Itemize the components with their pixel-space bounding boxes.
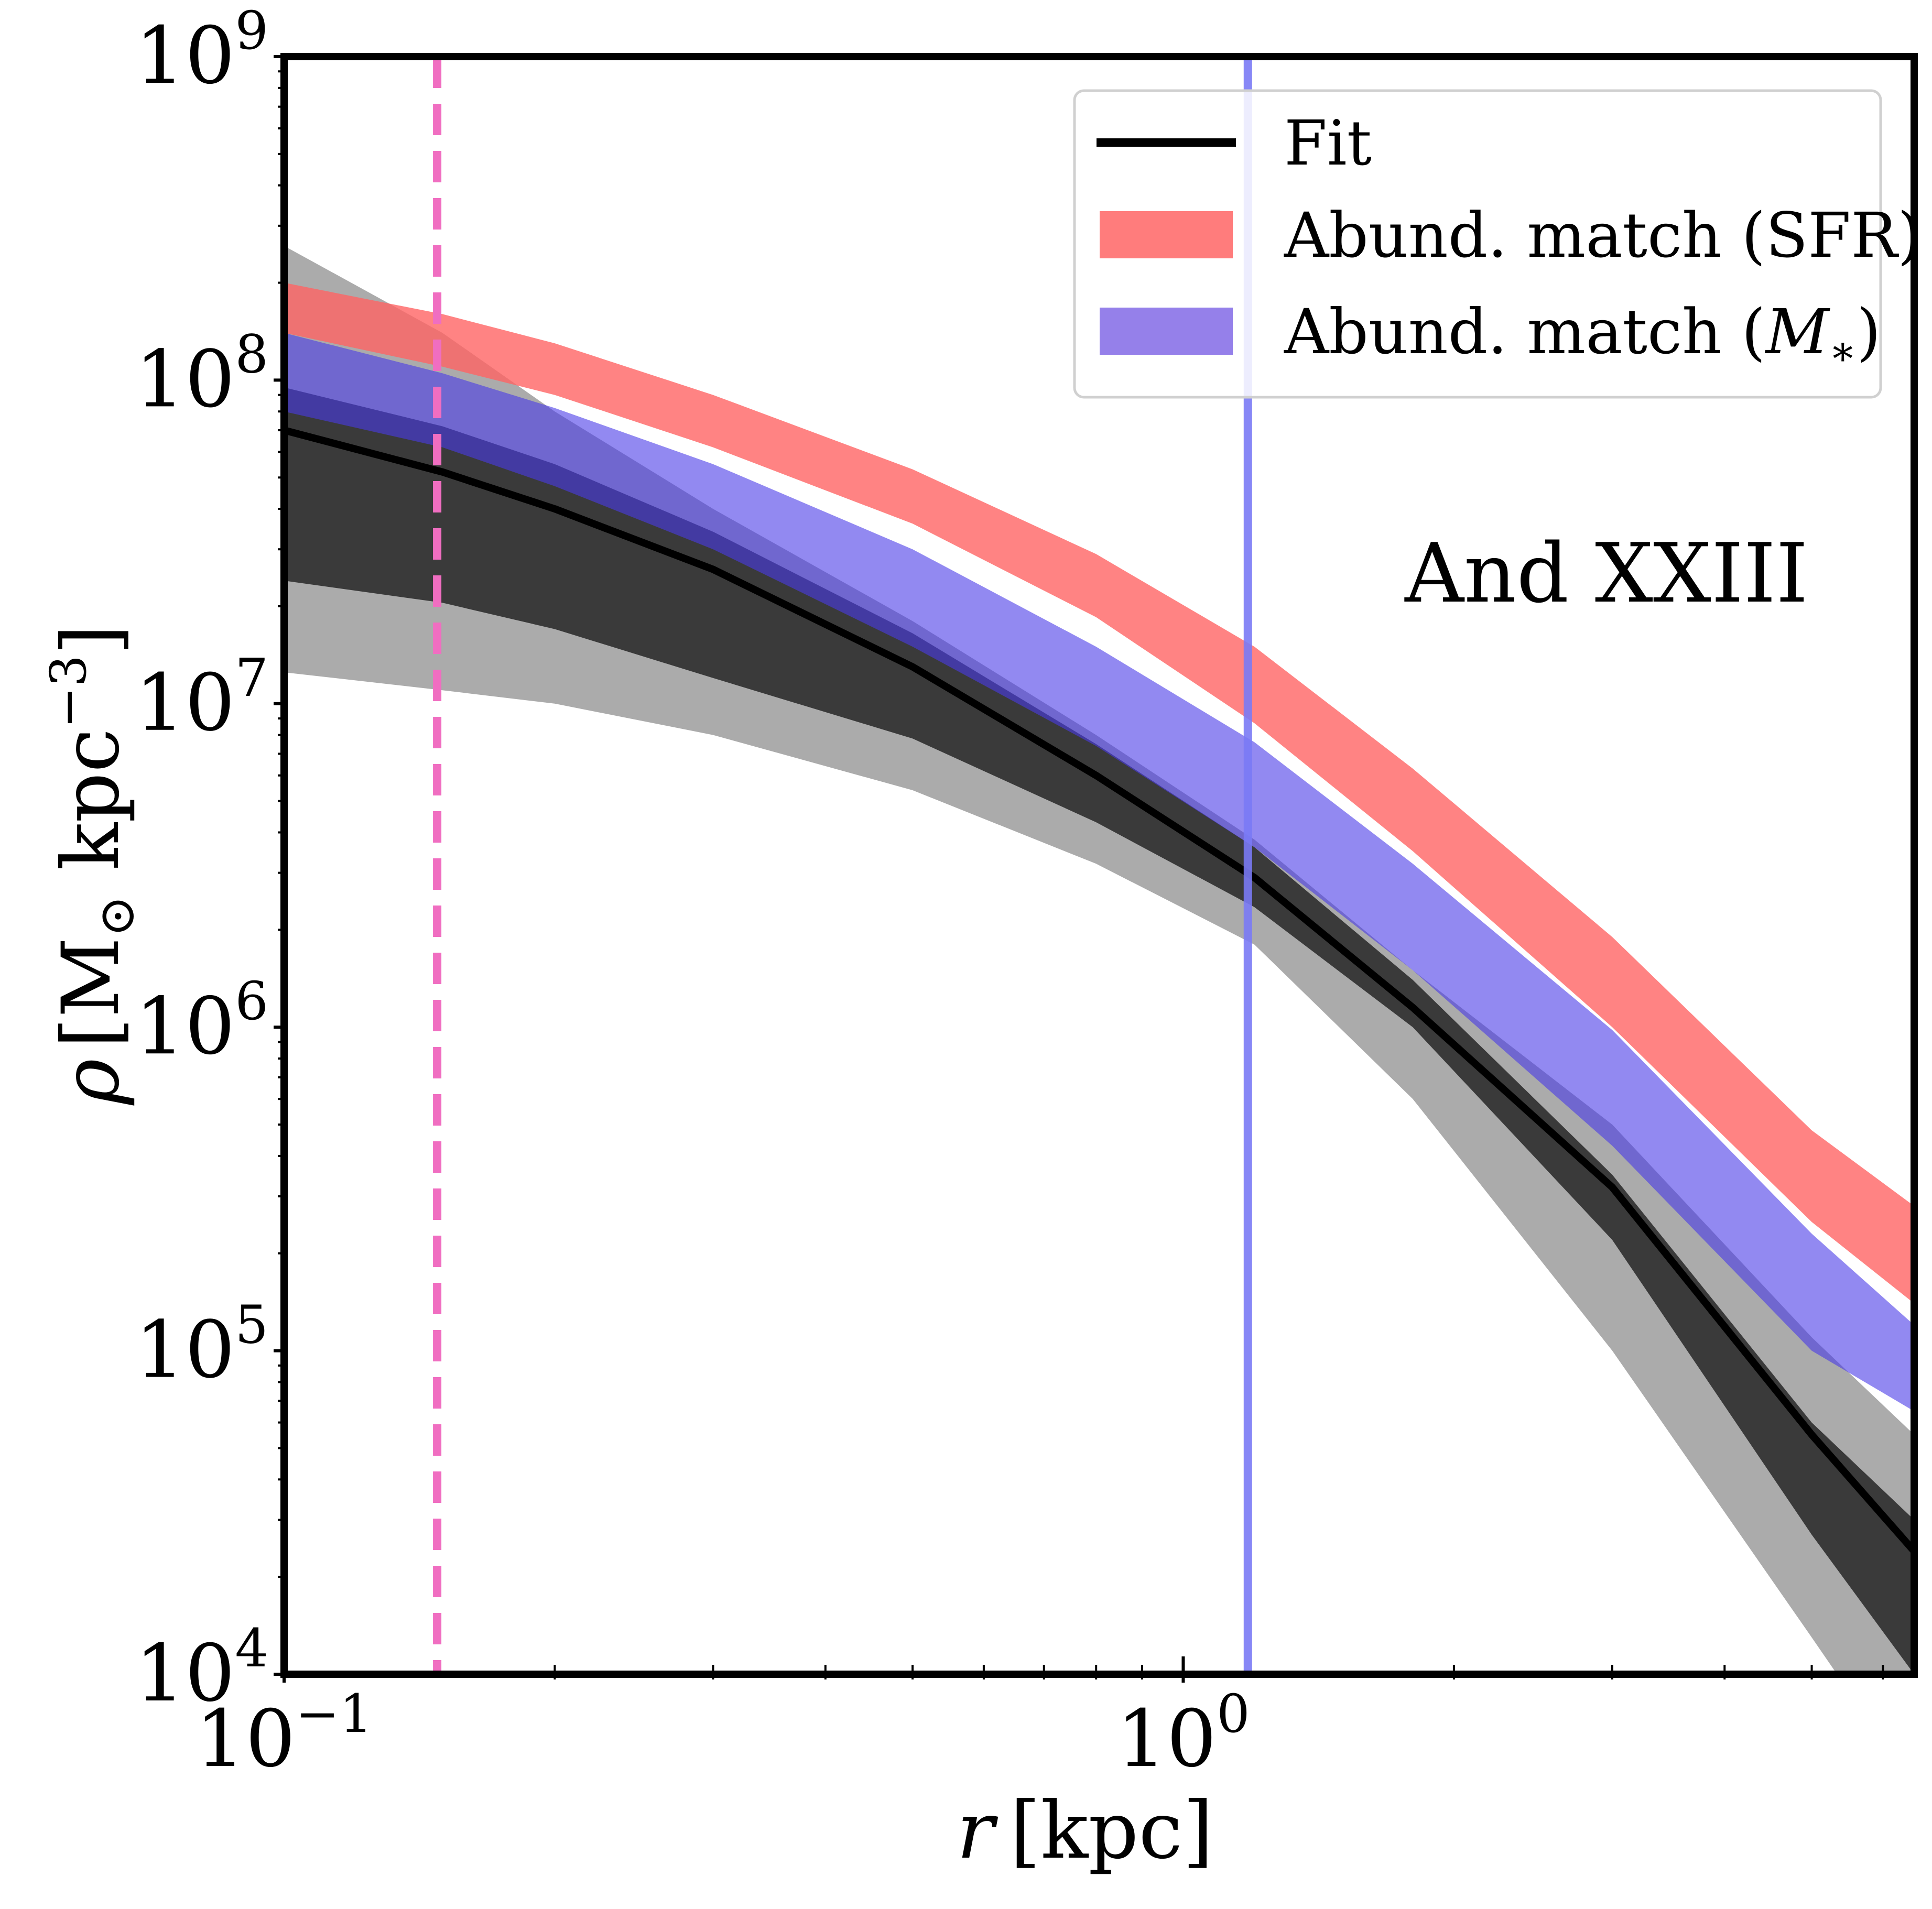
x-axis-label: r [kpc] — [957, 1785, 1213, 1877]
y-axis-label-unit-open: [M — [46, 937, 137, 1048]
tick-labels: 10−1 100 104 105 106 107 108 109 — [135, 0, 1250, 1785]
y-axis-label: ρ [M⊙ kpc−3] — [40, 624, 146, 1106]
legend-swatch-mstar — [1100, 308, 1233, 355]
legend-label: Abund. match (SFR) — [1284, 199, 1922, 271]
legend-swatch-sfr — [1100, 211, 1233, 258]
band-fit-1sigma — [284, 387, 1914, 1674]
y-axis-label-unit-close: ] — [46, 624, 137, 655]
y-axis-label-unit-mid: kpc — [46, 728, 137, 896]
plot-data-layer — [284, 57, 1914, 1674]
y-tick-label: 105 — [135, 1294, 269, 1396]
galaxy-annotation: And XXIII — [1404, 526, 1808, 621]
legend-label: Fit — [1284, 107, 1372, 179]
x-tick-label: 10−1 — [196, 1683, 373, 1785]
x-tick-label: 100 — [1116, 1683, 1250, 1785]
y-tick-label: 104 — [135, 1618, 269, 1719]
band-abund-match-m — [284, 333, 1914, 1412]
y-tick-label: 108 — [135, 323, 269, 425]
y-tick-label: 107 — [135, 647, 269, 749]
y-axis-label-unit-sup: −3 — [40, 655, 97, 728]
y-tick-label: 106 — [135, 970, 269, 1072]
legend-label: Abund. match (M∗) — [1284, 296, 1881, 375]
legend: Fit Abund. match (SFR) Abund. match (M∗) — [1073, 89, 1922, 399]
axes-frame — [280, 53, 1918, 1678]
y-axis-label-symbol: ρ — [46, 1059, 137, 1106]
x-axis-label-unit: [kpc] — [1010, 1785, 1213, 1877]
legend-box — [1073, 89, 1882, 399]
series-line-fit — [284, 427, 1914, 1554]
y-axis-label-unit-sub: ⊙ — [88, 896, 146, 937]
y-tick-label: 109 — [135, 0, 269, 102]
x-axis-label-symbol: r — [957, 1785, 998, 1877]
